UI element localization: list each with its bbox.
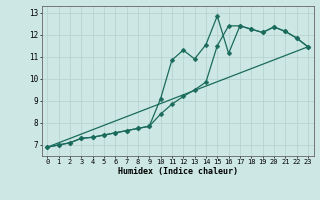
- X-axis label: Humidex (Indice chaleur): Humidex (Indice chaleur): [118, 167, 237, 176]
